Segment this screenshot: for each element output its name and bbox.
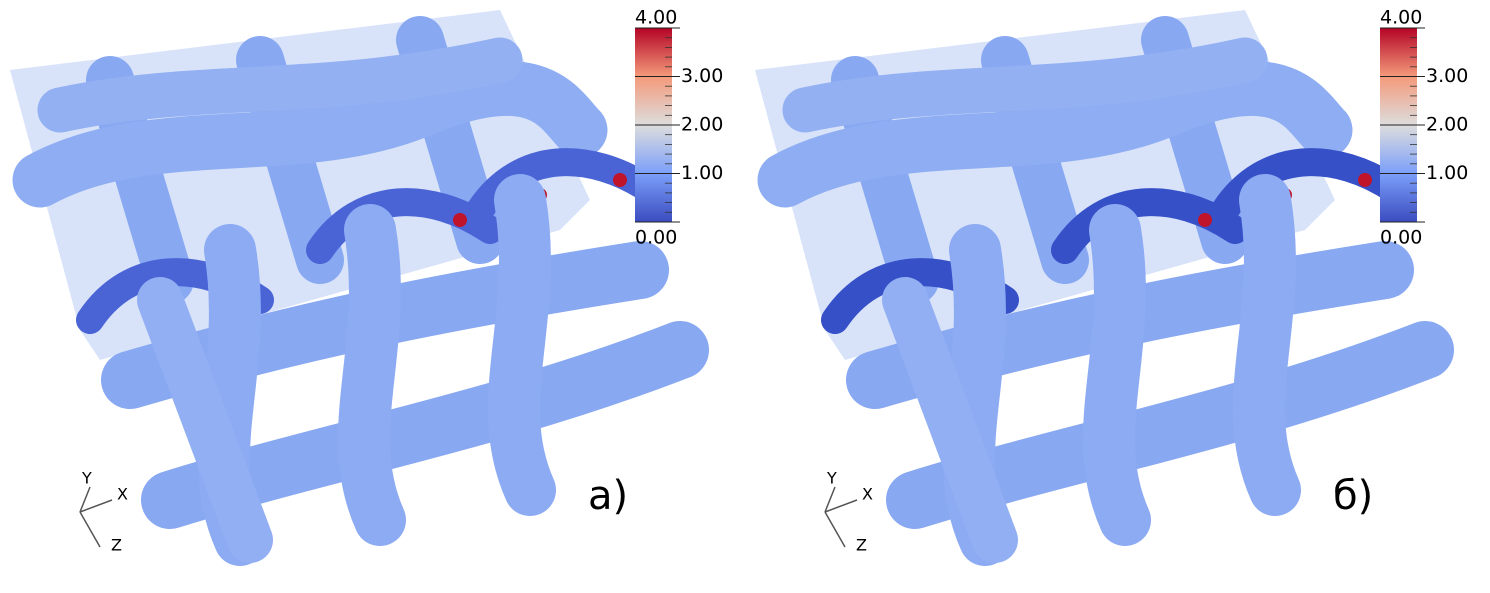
panel: 4.00 3.00 2.00 1.00 0.00 Y X Zа) (10, 7, 723, 566)
colorbar-label: 0.00 (1380, 227, 1422, 249)
fiber (338, 204, 406, 546)
axis-arrow (79, 499, 113, 513)
colorbar-label: 1.00 (1426, 162, 1468, 184)
fiber (782, 37, 1268, 133)
axis-label: Y (81, 469, 92, 488)
colorbar-label: 2.00 (681, 114, 723, 136)
fiber (1233, 174, 1301, 516)
colorbar-label: 0.00 (635, 227, 677, 249)
axis-arrow (824, 499, 858, 513)
colorbar-label: 4.00 (1380, 7, 1422, 29)
hotspot (1358, 173, 1372, 187)
fiber (306, 188, 504, 264)
axis-arrow (824, 486, 836, 513)
colorbar-label: 4.00 (635, 7, 677, 29)
fiber (1083, 204, 1151, 546)
axis-label: Z (111, 536, 122, 555)
colorbar-label: 1.00 (681, 162, 723, 184)
fiber (882, 277, 1018, 563)
fiber (488, 174, 556, 516)
colorbar-label: 2.00 (1426, 114, 1468, 136)
axis-label: Y (826, 469, 837, 488)
axis-arrow (824, 511, 846, 548)
axis-label: X (117, 485, 128, 504)
hotspot (1198, 213, 1212, 227)
hotspot (613, 173, 627, 187)
colorbar-label: 3.00 (681, 65, 723, 87)
axis-arrow (79, 511, 101, 548)
axis-label: X (862, 485, 873, 504)
colorbar-label: 3.00 (1426, 65, 1468, 87)
fiber (757, 61, 1353, 208)
panel: 4.00 3.00 2.00 1.00 0.00 Y X Zб) (755, 7, 1468, 566)
fiber (37, 37, 523, 133)
fiber (1051, 188, 1249, 264)
hotspot (453, 213, 467, 227)
axis-label: Z (856, 536, 867, 555)
axis-arrow (79, 486, 91, 513)
fiber (137, 277, 273, 563)
panel-label: а) (588, 473, 628, 519)
panel-label: б) (1333, 473, 1373, 519)
fiber (12, 61, 608, 208)
